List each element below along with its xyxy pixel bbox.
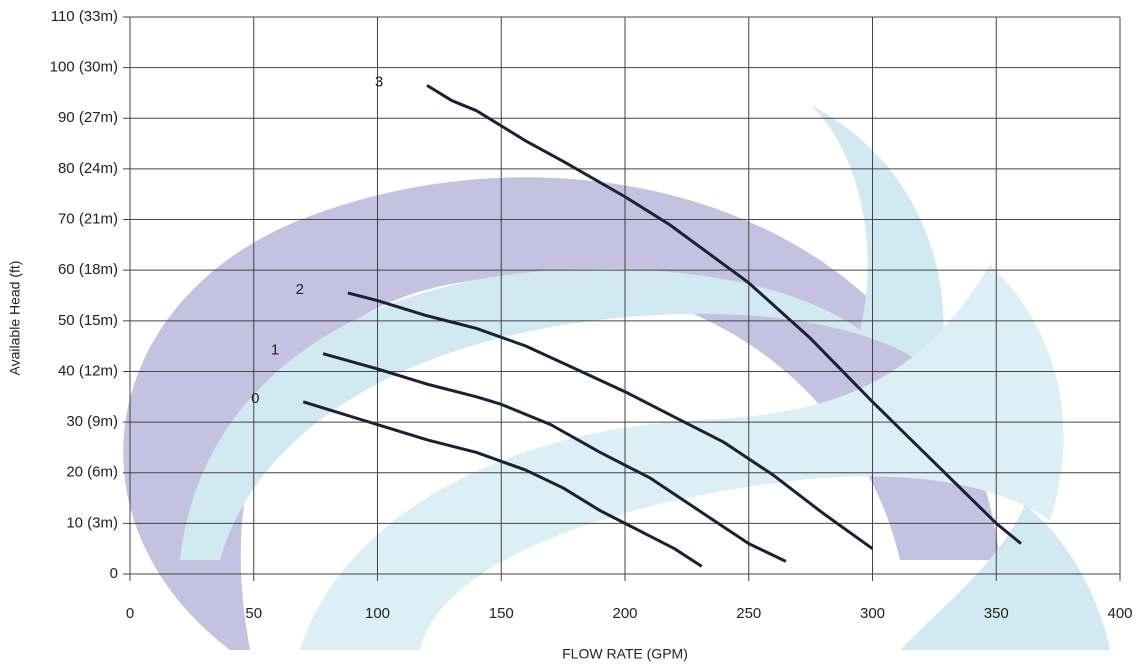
x-tick-label: 400: [1107, 605, 1132, 622]
y-tick-label: 10 (3m): [66, 514, 118, 531]
series-label: 3: [375, 73, 383, 90]
y-axis-label: Available Head (ft): [7, 261, 23, 376]
x-tick-label: 250: [736, 605, 761, 622]
y-tick-label: 100 (30m): [50, 59, 118, 76]
series-line: [322, 352, 787, 563]
series-label: 1: [271, 342, 279, 359]
y-tick-label: 70 (21m): [58, 211, 118, 228]
y-tick-label: 0: [110, 565, 118, 582]
y-tick-label: 40 (12m): [58, 362, 118, 379]
y-tick-label: 110 (33m): [51, 8, 118, 25]
x-axis-label: FLOW RATE (GPM): [562, 646, 688, 662]
x-tick-label: 0: [126, 605, 134, 622]
x-tick-label: 200: [612, 605, 637, 622]
x-tick-label: 300: [860, 605, 885, 622]
y-tick-label: 80 (24m): [58, 160, 118, 177]
x-tick-label: 350: [984, 605, 1009, 622]
y-tick-label: 20 (6m): [66, 464, 118, 481]
watermark: [123, 105, 1110, 650]
x-tick-label: 50: [245, 605, 262, 622]
series-line: [426, 84, 1022, 545]
series-line: [347, 291, 874, 550]
x-tick-label: 150: [489, 605, 514, 622]
x-tick-label: 100: [365, 605, 390, 622]
y-tick-label: 60 (18m): [58, 261, 118, 278]
y-tick-label: 50 (15m): [58, 312, 118, 329]
y-tick-label: 30 (9m): [66, 413, 118, 430]
series-label: 2: [296, 281, 304, 298]
y-tick-label: 90 (27m): [58, 109, 118, 126]
series-label: 0: [251, 390, 259, 407]
series-line: [302, 400, 703, 568]
